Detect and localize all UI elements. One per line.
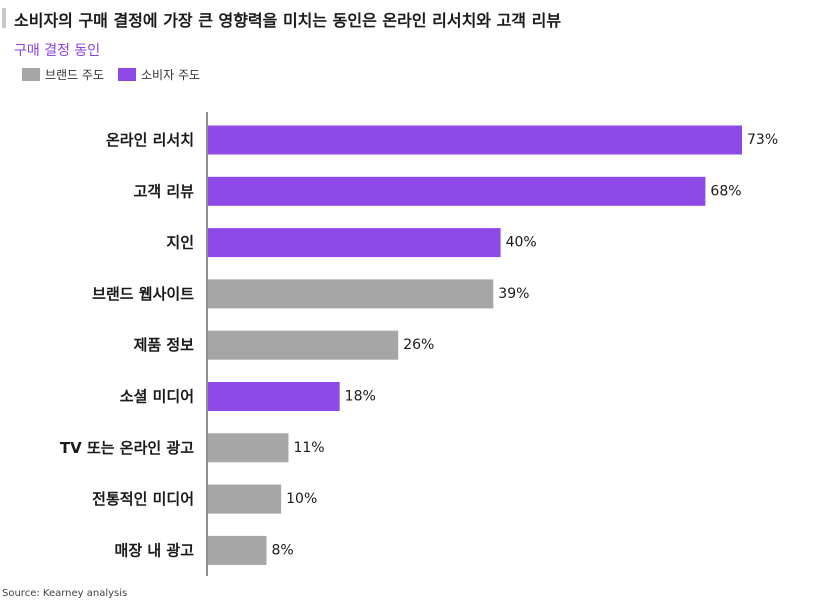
category-label: TV 또는 온라인 광고 <box>60 439 194 457</box>
value-label: 8% <box>272 542 294 558</box>
legend-label-consumer: 소비자 주도 <box>141 68 201 82</box>
legend-swatch-brand <box>22 68 40 81</box>
value-label: 68% <box>710 183 741 199</box>
legend-label-brand: 브랜드 주도 <box>45 68 105 82</box>
category-label: 브랜드 웹사이트 <box>92 285 194 303</box>
chart-title: 소비자의 구매 결정에 가장 큰 영향력을 미치는 동인은 온라인 리서치와 고… <box>14 11 562 30</box>
category-label: 전통적인 미디어 <box>92 490 194 508</box>
bar-6 <box>208 382 340 411</box>
bar-2 <box>208 176 706 206</box>
value-label: 39% <box>498 286 529 302</box>
value-label: 73% <box>747 132 778 148</box>
legend-item-consumer: 소비자 주도 <box>118 66 200 83</box>
bar-4 <box>208 279 494 309</box>
value-label: 18% <box>345 389 376 405</box>
category-label: 소셜 미디어 <box>120 388 194 406</box>
bar-5 <box>208 330 399 360</box>
legend-swatch-consumer <box>118 68 137 81</box>
category-label: 온라인 리서치 <box>106 131 194 149</box>
chart-subtitle: 구매 결정 동인 <box>14 43 101 59</box>
source-note: Source: Kearney analysis <box>2 588 128 599</box>
category-label: 고객 리뷰 <box>134 182 195 200</box>
category-label: 지인 <box>166 234 194 252</box>
bar-1 <box>208 125 742 155</box>
bar-3 <box>208 228 501 258</box>
bar-8 <box>208 484 282 514</box>
bar-9 <box>208 535 267 565</box>
value-label: 11% <box>293 440 324 456</box>
value-label: 40% <box>506 235 537 251</box>
category-label: 제품 정보 <box>134 336 195 354</box>
category-label: 매장 내 광고 <box>115 541 195 559</box>
value-label: 10% <box>286 491 317 507</box>
legend-item-brand: 브랜드 주도 <box>22 66 104 83</box>
bar-7 <box>208 433 289 463</box>
title-accent-bar <box>2 8 6 28</box>
value-label: 26% <box>403 337 434 353</box>
legend: 브랜드 주도 소비자 주도 <box>22 66 214 83</box>
